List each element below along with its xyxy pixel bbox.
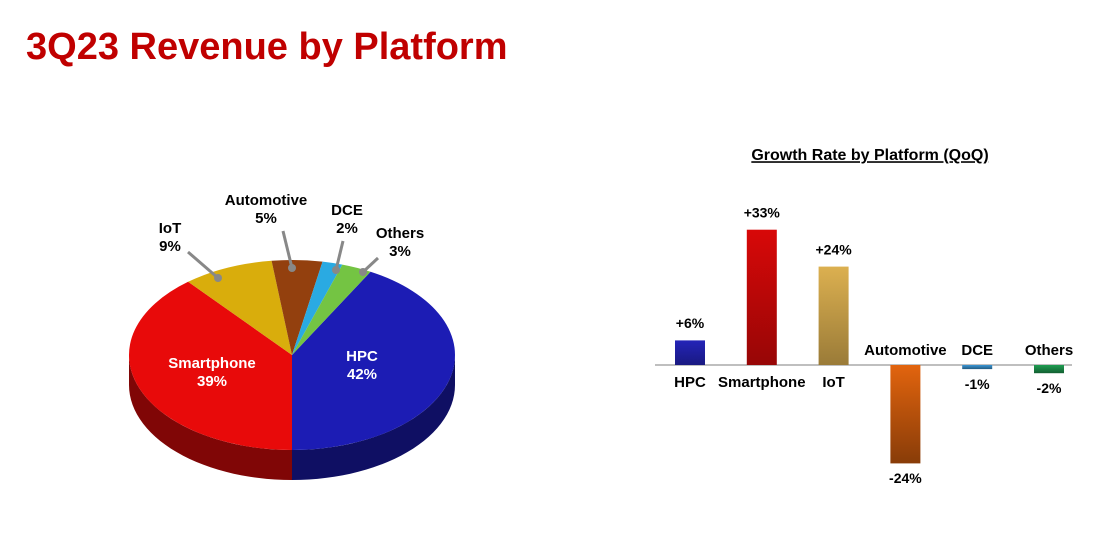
leader-dot (332, 266, 340, 274)
bar (818, 266, 849, 365)
bar (962, 365, 993, 370)
bar (1034, 365, 1064, 374)
bar-value-label: +24% (815, 241, 852, 257)
bar-value-label: +6% (676, 315, 705, 331)
leader-dot (214, 274, 222, 282)
leader-dot (359, 268, 367, 276)
slice-value-label: 42% (347, 366, 377, 383)
bar (746, 229, 777, 365)
slice-value-label: 2% (336, 220, 358, 237)
slice-label: Smartphone (168, 355, 256, 372)
pie-slice (129, 281, 292, 450)
slice-label: Others (376, 225, 424, 242)
bar (675, 340, 705, 365)
pie-slice (292, 271, 456, 450)
pie-slice (188, 260, 292, 355)
leader-line (281, 230, 294, 269)
bar (890, 365, 921, 464)
leader-line (187, 250, 219, 280)
x-tick-label: Others (1025, 342, 1073, 359)
pie-slice (292, 264, 371, 355)
leader-dot (288, 264, 296, 272)
bar-value-label: +33% (744, 204, 781, 220)
slice-label: Automotive (225, 192, 308, 209)
x-tick-label: DCE (961, 342, 993, 359)
slice-value-label: 3% (389, 243, 411, 260)
slice-label: HPC (346, 348, 378, 365)
leader-line (334, 240, 345, 271)
slice-label: DCE (331, 202, 363, 219)
bar-value-label: -2% (1037, 380, 1062, 396)
x-tick-label: HPC (674, 374, 706, 391)
bar-chart-title: Growth Rate by Platform (QoQ) (751, 147, 988, 164)
slice-value-label: 9% (159, 238, 181, 255)
bar-value-label: -1% (965, 376, 990, 392)
slice-value-label: 5% (255, 210, 277, 227)
page-title: 3Q23 Revenue by Platform (26, 26, 508, 68)
pie-slice (292, 261, 343, 355)
x-tick-label: Automotive (864, 342, 947, 359)
x-tick-label: IoT (822, 374, 845, 391)
pie-side (292, 355, 455, 480)
x-tick-label: Smartphone (718, 374, 806, 391)
pie-side (129, 355, 292, 480)
pie-slice (271, 260, 323, 355)
slice-label: IoT (159, 220, 182, 237)
slice-value-label: 39% (197, 373, 227, 390)
bar-value-label: -24% (889, 470, 922, 486)
